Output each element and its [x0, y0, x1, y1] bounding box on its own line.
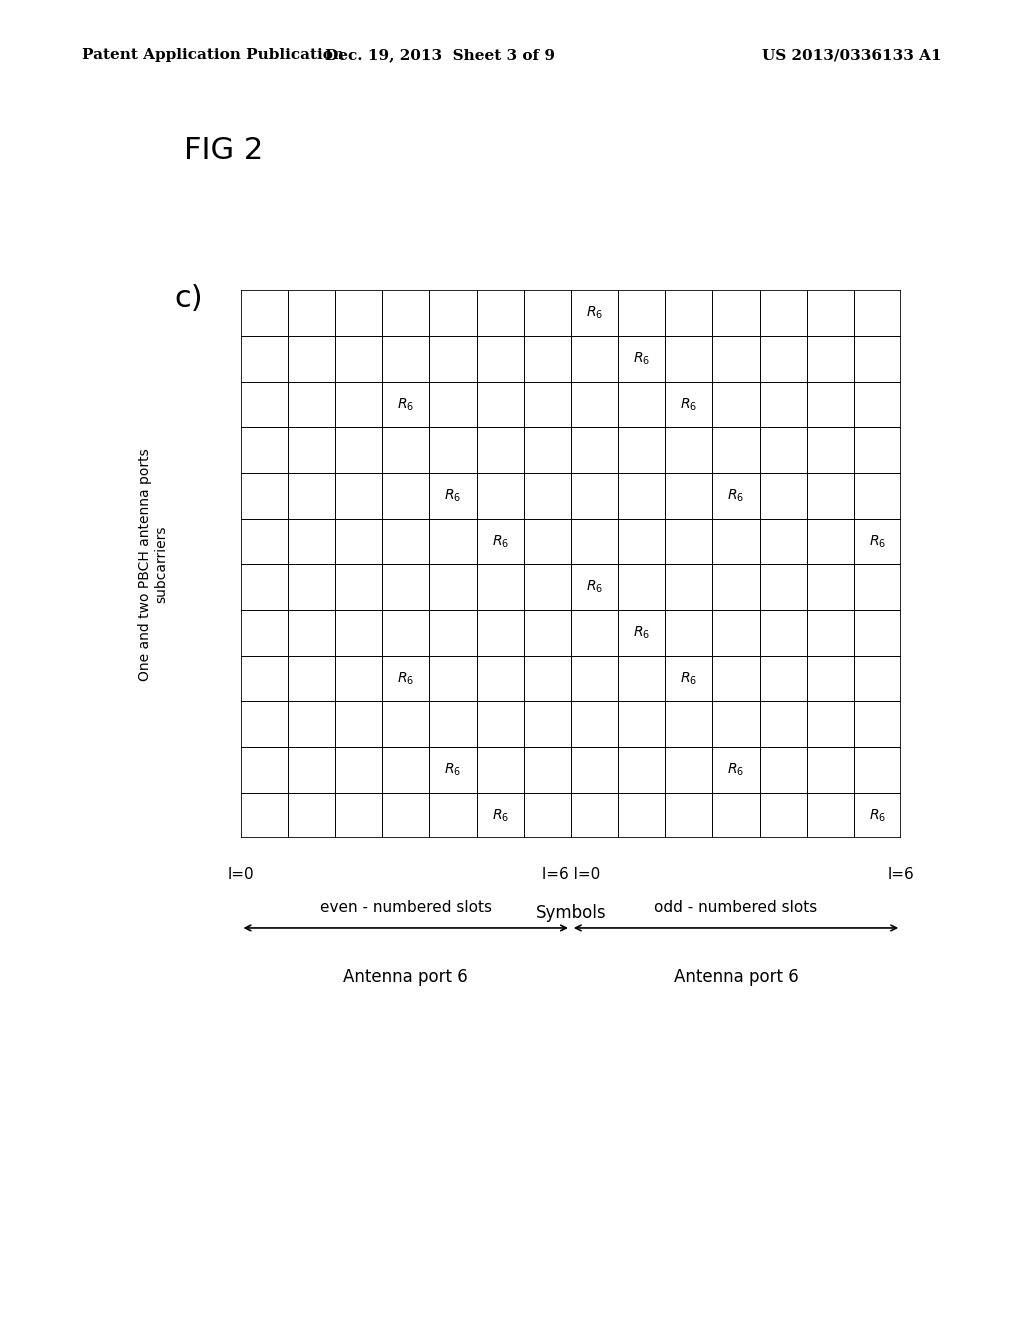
Text: $R_6$: $R_6$ [492, 533, 509, 549]
Text: US 2013/0336133 A1: US 2013/0336133 A1 [763, 49, 942, 62]
Text: even - numbered slots: even - numbered slots [319, 900, 492, 915]
Text: Dec. 19, 2013  Sheet 3 of 9: Dec. 19, 2013 Sheet 3 of 9 [326, 49, 555, 62]
Text: $R_6$: $R_6$ [869, 807, 886, 824]
Text: Patent Application Publication: Patent Application Publication [82, 49, 344, 62]
Text: Antenna port 6: Antenna port 6 [674, 968, 799, 986]
Text: $R_6$: $R_6$ [680, 671, 697, 686]
Text: $R_6$: $R_6$ [586, 579, 603, 595]
Text: $R_6$: $R_6$ [586, 305, 603, 322]
Text: $R_6$: $R_6$ [633, 624, 650, 642]
Text: l=0: l=0 [227, 867, 254, 882]
Text: $R_6$: $R_6$ [633, 351, 650, 367]
Text: l=6: l=6 [888, 867, 914, 882]
Text: $R_6$: $R_6$ [397, 671, 415, 686]
Text: $R_6$: $R_6$ [397, 396, 415, 413]
Text: $R_6$: $R_6$ [727, 762, 744, 777]
Text: $R_6$: $R_6$ [444, 487, 462, 504]
Text: odd - numbered slots: odd - numbered slots [654, 900, 817, 915]
Text: $R_6$: $R_6$ [727, 487, 744, 504]
Text: One and two PBCH antenna ports
subcarriers: One and two PBCH antenna ports subcarrie… [138, 447, 169, 681]
Text: FIG 2: FIG 2 [184, 136, 263, 165]
Text: Antenna port 6: Antenna port 6 [343, 968, 468, 986]
Text: $R_6$: $R_6$ [444, 762, 462, 777]
Text: $R_6$: $R_6$ [869, 533, 886, 549]
Text: Symbols: Symbols [536, 904, 606, 923]
Text: $R_6$: $R_6$ [680, 396, 697, 413]
Text: l=6 l=0: l=6 l=0 [542, 867, 600, 882]
Text: $R_6$: $R_6$ [492, 807, 509, 824]
Text: c): c) [174, 284, 203, 313]
